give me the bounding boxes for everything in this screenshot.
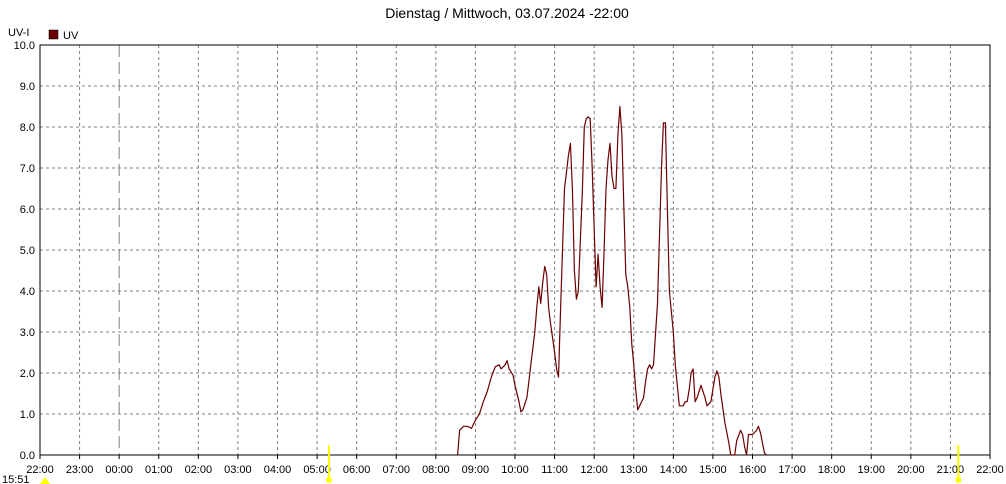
y-tick-label: 5.0 [20,245,35,257]
x-tick-label: 23:00 [66,464,94,476]
time-marker-dot [955,477,962,483]
x-tick-label: 13:00 [620,464,648,476]
start-marker-icon [40,477,50,484]
x-tick-label: 07:00 [382,464,410,476]
grid [40,45,990,455]
y-axis-label: UV-I [8,27,29,39]
x-tick-label: 05:00 [303,464,331,476]
x-tick-label: 04:00 [264,464,292,476]
x-tick-label: 22:00 [976,464,1004,476]
x-axis-ticks: 22:00 23:00 00:00 01:00 02:00 03:00 04:00 05:00… [26,455,1004,476]
x-tick-label: 03:00 [224,464,252,476]
corner-time-label: 15:51 [2,474,30,484]
y-tick-label: 4.0 [20,286,35,298]
series-line-uv [457,105,767,456]
chart-title: Dienstag / Mittwoch, 03.07.2024 -22:00 [385,5,629,21]
series-layer [457,105,767,456]
x-tick-label: 17:00 [778,464,806,476]
y-axis-ticks: 0.0 1.0 2.0 3.0 4.0 5.0 6.0 7.0 8.0 9.0 10.0 [14,40,35,462]
time-marker-dot [325,477,332,483]
x-tick-label: 02:00 [185,464,213,476]
x-tick-label: 19:00 [857,464,885,476]
x-tick-label: 21:00 [937,464,965,476]
y-tick-label: 7.0 [20,163,35,175]
y-tick-label: 1.0 [20,409,35,421]
x-tick-label: 01:00 [145,464,173,476]
x-tick-label: 15:00 [699,464,727,476]
y-tick-label: 3.0 [20,327,35,339]
legend-swatch [48,29,59,40]
y-tick-label: 0.0 [20,450,35,462]
legend-label: UV [63,30,79,42]
x-tick-label: 22:00 [26,464,54,476]
y-tick-label: 8.0 [20,122,35,134]
legend: UV [48,29,79,42]
time-markers [40,445,962,484]
y-tick-label: 10.0 [14,40,35,52]
x-tick-label: 00:00 [105,464,133,476]
x-tick-label: 11:00 [541,464,568,476]
y-tick-label: 6.0 [20,204,35,216]
x-tick-label: 09:00 [462,464,490,476]
x-tick-label: 06:00 [343,464,371,476]
y-tick-label: 2.0 [20,368,35,380]
y-tick-label: 9.0 [20,81,35,93]
x-tick-label: 12:00 [580,464,608,476]
x-tick-label: 20:00 [897,464,925,476]
x-tick-label: 14:00 [660,464,688,476]
x-tick-label: 16:00 [739,464,767,476]
x-tick-label: 10:00 [501,464,529,476]
x-tick-label: 08:00 [422,464,450,476]
x-tick-label: 18:00 [818,464,846,476]
